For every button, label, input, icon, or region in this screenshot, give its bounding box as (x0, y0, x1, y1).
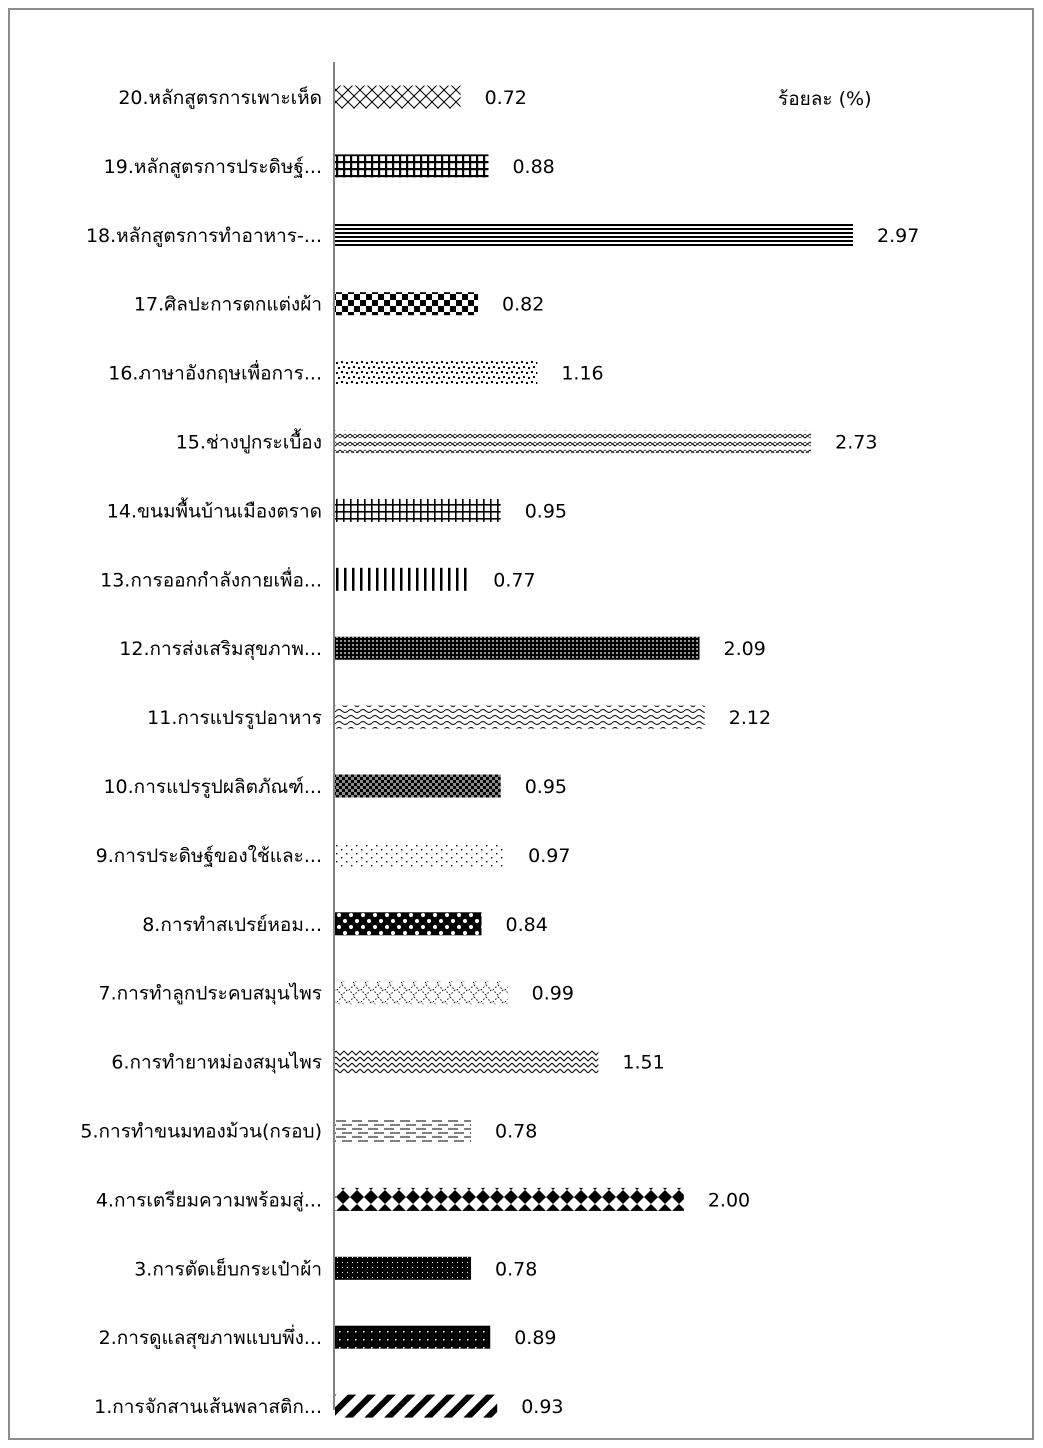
bar-20 (335, 85, 461, 109)
value-label-12: 2.09 (724, 638, 766, 660)
value-label-13: 0.77 (493, 569, 535, 591)
value-label-7: 0.99 (532, 983, 574, 1005)
bar-16 (335, 361, 538, 385)
bar-19 (335, 154, 489, 178)
value-label-4: 2.00 (708, 1189, 750, 1211)
category-label-15: 15.ช่างปูกระเบื้อง (176, 429, 322, 454)
bar-13 (335, 567, 470, 591)
category-label-10: 10.การแปรรูปผลิตภัณฑ์... (103, 776, 322, 798)
bar-12 (335, 636, 700, 660)
value-label-19: 0.88 (512, 156, 554, 178)
category-label-19: 19.หลักสูตรการประดิษฐ์... (104, 156, 322, 178)
bar-4 (335, 1187, 684, 1211)
category-label-7: 7.การทำลูกประคบสมุนไพร (99, 983, 322, 1006)
value-label-15: 2.73 (835, 432, 877, 454)
bar-2 (335, 1325, 491, 1349)
category-label-17: 17.ศิลปะการตกแต่งผ้า (134, 294, 322, 316)
category-label-6: 6.การทำยาหม่องสมุนไพร (111, 1052, 322, 1075)
value-label-2: 0.89 (514, 1327, 556, 1349)
category-label-16: 16.ภาษาอังกฤษเพื่อการ... (108, 360, 322, 385)
category-label-8: 8.การทำสเปรย์หอม... (142, 914, 322, 936)
bar-5 (335, 1119, 472, 1142)
category-label-1: 1.การจักสานเส้นพลาสติก... (94, 1396, 322, 1418)
bar-9 (335, 843, 505, 867)
unit-label: ร้อยละ (%) (778, 88, 872, 110)
value-label-6: 1.51 (622, 1052, 664, 1074)
value-label-1: 0.93 (521, 1396, 563, 1418)
value-label-10: 0.95 (525, 776, 567, 798)
bar-6 (335, 1050, 599, 1074)
category-label-20: 20.หลักสูตรการเพาะเห็ด (118, 85, 322, 109)
value-label-14: 0.95 (525, 500, 567, 522)
bar-11 (335, 705, 705, 729)
category-label-12: 12.การส่งเสริมสุขภาพ... (119, 638, 322, 661)
bar-8 (335, 912, 482, 936)
value-label-17: 0.82 (502, 294, 544, 316)
value-label-16: 1.16 (561, 363, 603, 385)
bar-18 (335, 223, 853, 247)
value-label-5: 0.78 (495, 1121, 537, 1143)
bar-10 (335, 774, 501, 798)
value-label-8: 0.84 (506, 914, 548, 936)
bar-15 (335, 430, 812, 453)
value-label-18: 2.97 (877, 225, 919, 247)
bar-7 (335, 981, 508, 1005)
category-label-13: 13.การออกกำลังกายเพื่อ... (100, 566, 322, 591)
value-label-20: 0.72 (485, 87, 527, 109)
bar-3 (335, 1256, 472, 1280)
bar-1 (335, 1394, 498, 1418)
value-label-3: 0.78 (495, 1258, 537, 1280)
category-label-3: 3.การตัดเย็บกระเป๋าผ้า (134, 1256, 322, 1280)
category-label-2: 2.การดูแลสุขภาพแบบพึ่ง... (99, 1324, 322, 1350)
bar-17 (335, 292, 479, 316)
category-label-4: 4.การเตรียมความพร้อมสู่... (96, 1189, 322, 1211)
category-label-14: 14.ขนมพื้นบ้านเมืองตราด (107, 497, 322, 522)
value-label-11: 2.12 (729, 707, 771, 729)
bars-layer: 1.การจักสานเส้นพลาสติก... 0.93 2.การดูแลสุ… (80, 85, 919, 1418)
value-label-9: 0.97 (528, 845, 570, 867)
category-label-5: 5.การทำขนมทองม้วน(กรอบ) (80, 1121, 322, 1143)
bar-14 (335, 498, 501, 522)
category-label-11: 11.การแปรรูปอาหาร (147, 707, 322, 729)
category-label-18: 18.หลักสูตรการทำอาหาร-... (86, 225, 322, 247)
category-label-9: 9.การประดิษฐ์ของใช้และ... (96, 845, 322, 867)
